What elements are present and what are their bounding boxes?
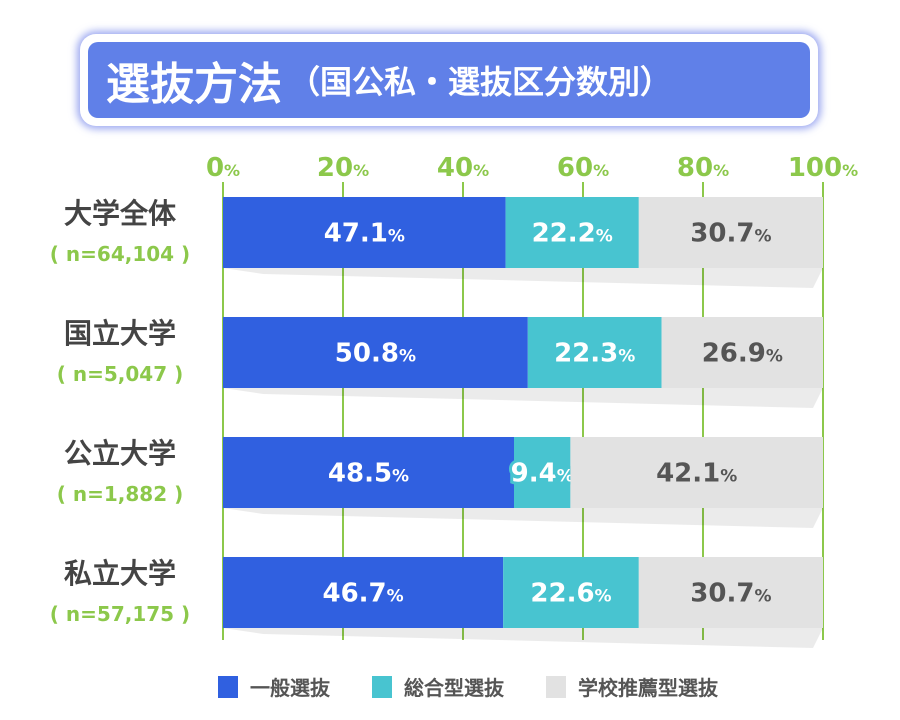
legend: 一般選抜 総合型選抜 学校推薦型選抜 [218,672,718,701]
category-n-label: ( n=5,047 ) [57,362,183,386]
legend-label: 学校推薦型選抜 [578,676,718,700]
category-n-label: ( n=57,175 ) [50,602,190,626]
chart-title: 選抜方法 [106,59,282,110]
legend-swatch [372,675,392,698]
category-label: 私立大学 [64,557,176,590]
bar-segment [223,317,528,388]
bar-segment [223,557,504,628]
category-label: 国立大学 [64,317,176,350]
bar-segment [527,317,662,388]
bar-segment [505,197,639,268]
bar-segment [638,557,823,628]
legend-swatch [546,675,566,698]
bar-segment [223,437,514,508]
category-label: 大学全体 [64,197,177,230]
legend-label: 総合型選抜 [404,676,504,700]
title-box: 選抜方法 （国公私・選抜区分数別） [80,34,818,126]
x-tick-label: 100% [788,153,858,183]
x-tick-label: 80% [677,153,729,183]
bar-segment [223,197,506,268]
bar-segment [638,197,823,268]
bar-shadow [223,628,823,648]
data-label: 30.7% [690,219,771,249]
bar-shadow [223,388,823,408]
legend-label: 一般選抜 [250,676,330,700]
x-tick-label: 60% [557,153,609,183]
legend-item: 学校推薦型選抜 [546,672,718,701]
bar-shadow [223,508,823,528]
bar-segment [661,317,823,388]
x-tick-label: 40% [437,153,489,183]
bar-segment [503,557,639,628]
title-banner: 選抜方法 （国公私・選抜区分数別） [88,42,810,118]
chart-subtitle: （国公私・選抜区分数別） [288,63,673,101]
x-tick-label: 20% [317,153,369,183]
bar-segment [570,437,823,508]
bar-shadow [223,268,823,288]
category-n-label: ( n=1,882 ) [57,482,183,506]
category-label: 公立大学 [64,437,176,470]
legend-swatch [218,675,238,698]
legend-item: 一般選抜 [218,672,330,701]
category-n-label: ( n=64,104 ) [50,242,190,266]
data-label: 26.9% [702,339,783,369]
x-tick-label: 0% [206,153,240,183]
bar-segment [514,437,571,508]
legend-item: 総合型選抜 [372,672,504,701]
